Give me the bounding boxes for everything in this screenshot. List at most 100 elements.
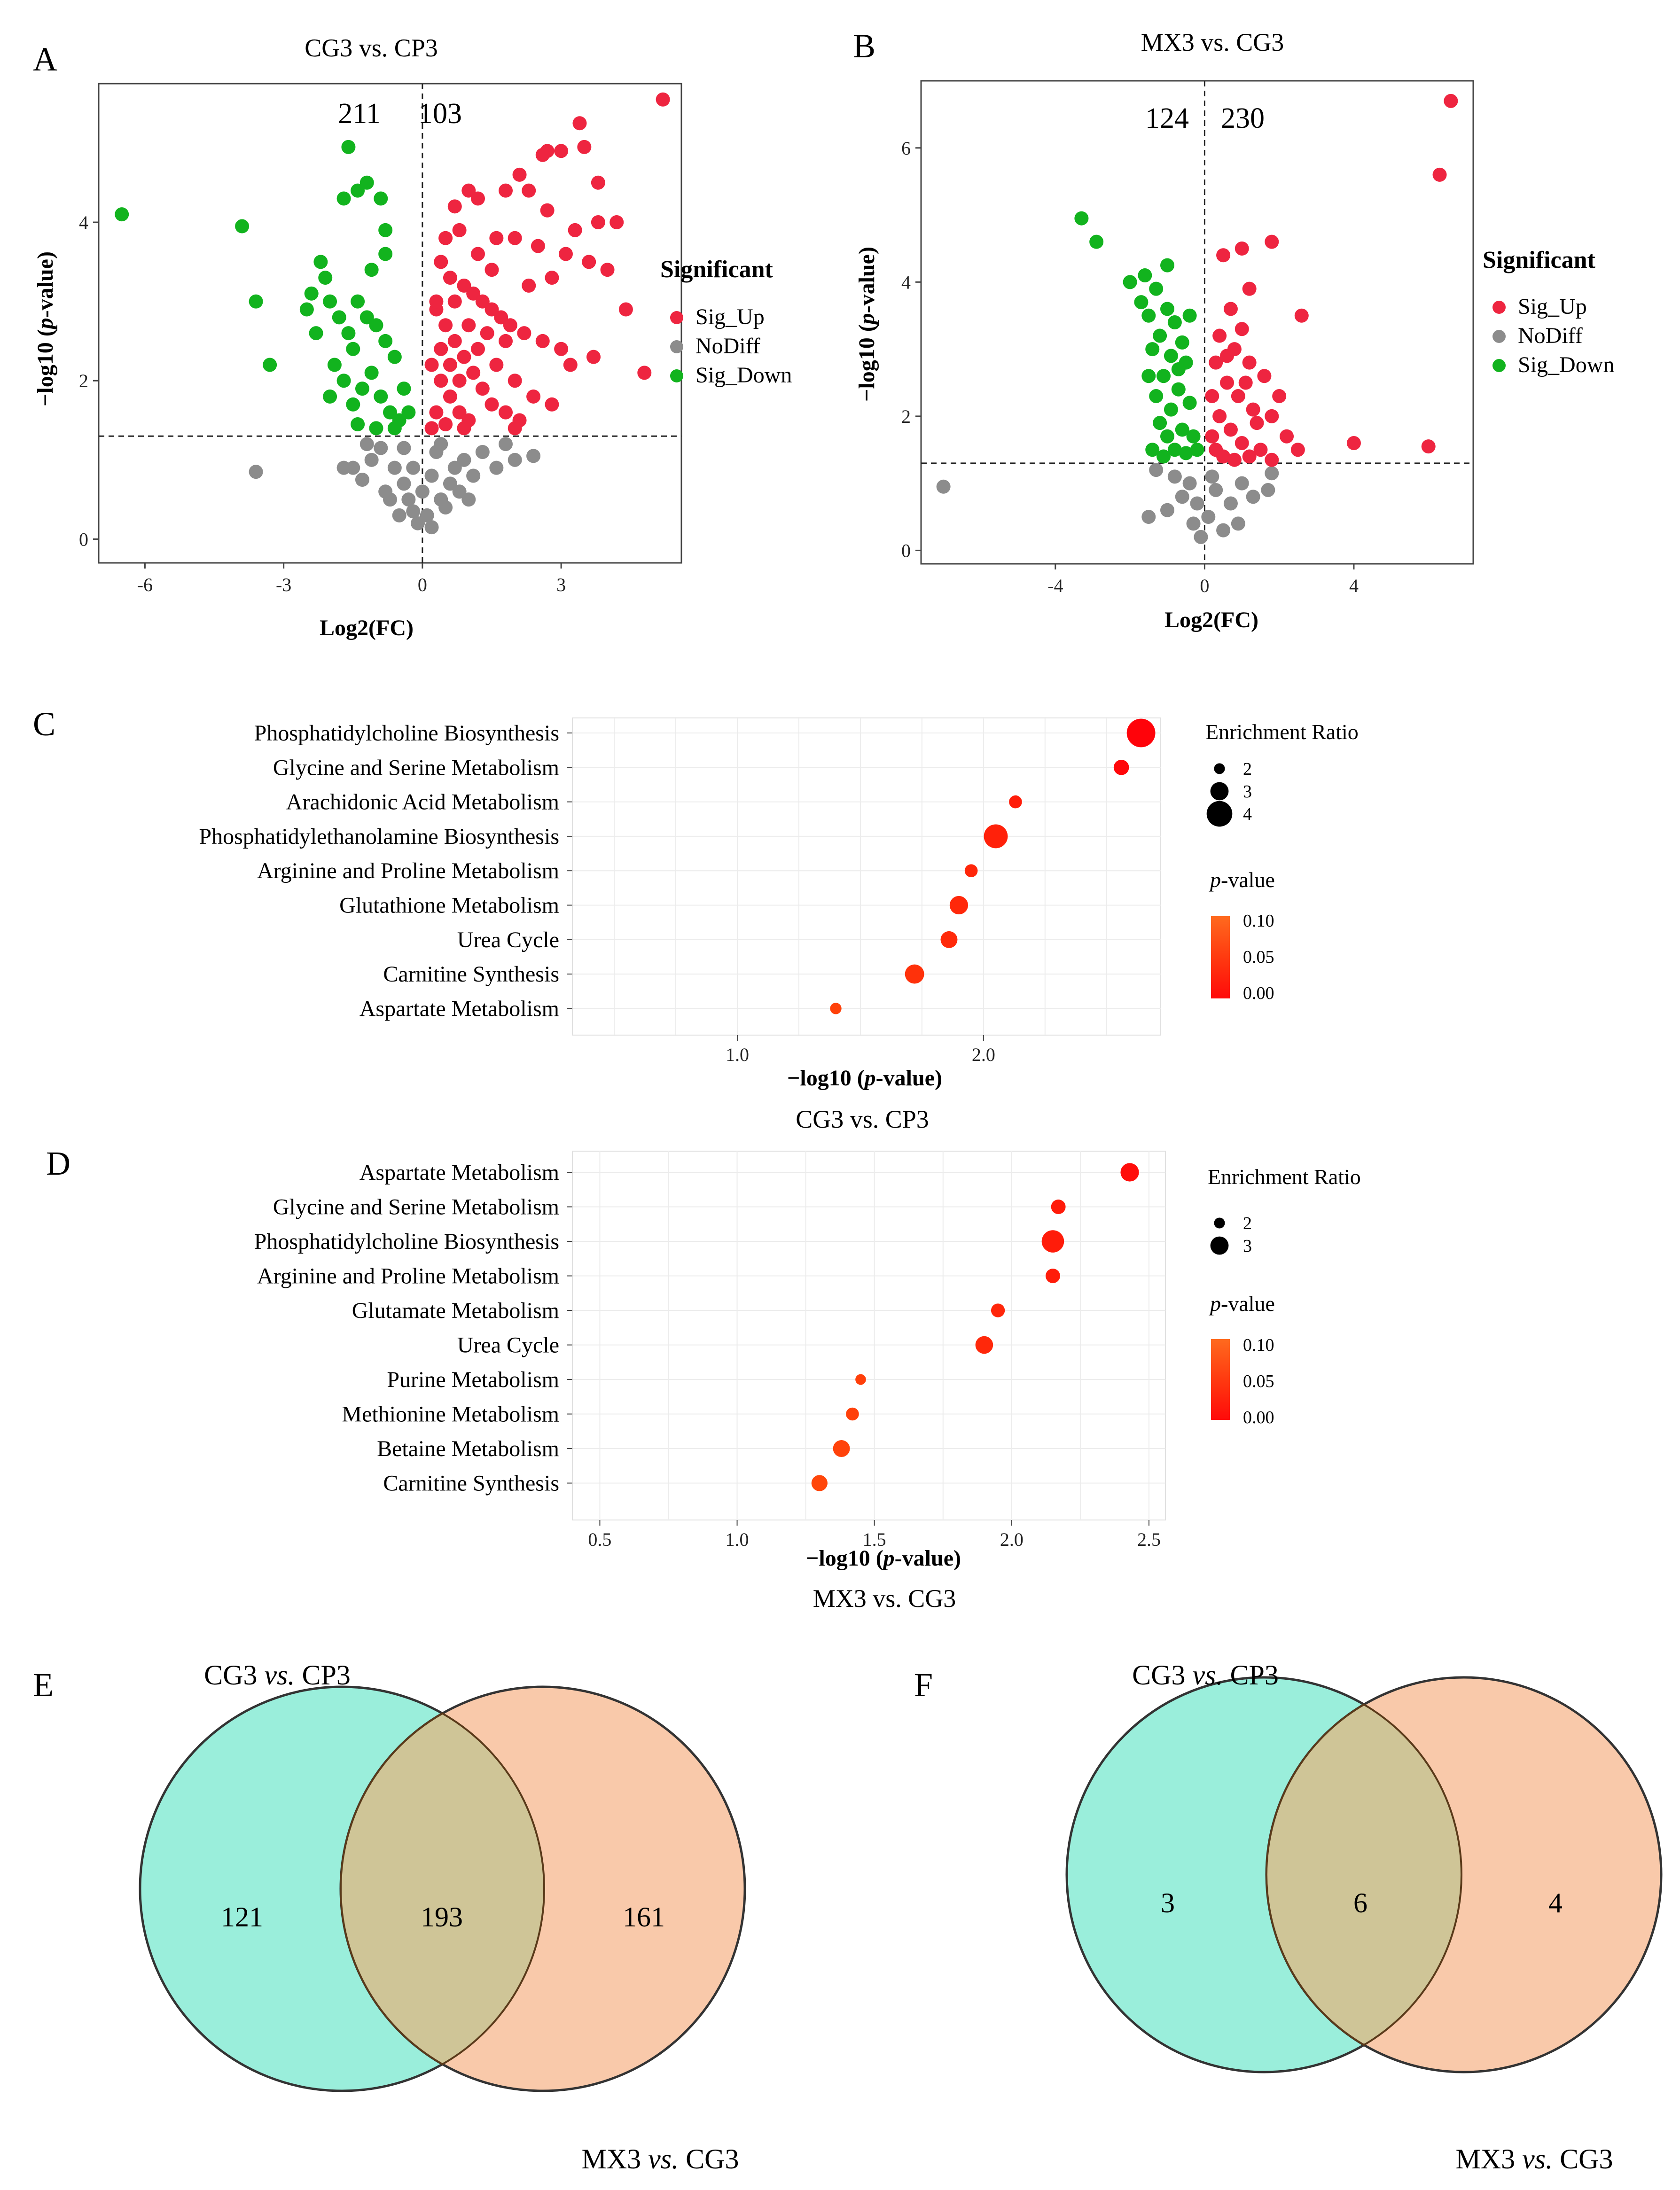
- panel-c-xlabel: −log10 (p-value): [787, 1066, 942, 1091]
- data-point-sig-down: [249, 294, 263, 309]
- x-tick-label: 1.0: [726, 1529, 749, 1550]
- data-point-sig-up: [484, 302, 499, 317]
- data-point-sig-down: [323, 389, 337, 404]
- data-point-sig-up: [466, 366, 481, 380]
- data-point-sig-down: [1175, 335, 1189, 350]
- data-point-sig-up: [484, 263, 499, 277]
- data-point-sig-down: [1149, 281, 1164, 296]
- data-point-sig-down: [374, 389, 388, 404]
- data-point-sig-down: [1134, 295, 1149, 310]
- panel-d-size-legend-title: Enrichment Ratio: [1208, 1165, 1361, 1189]
- panel-b-xlabel: Log2(FC): [1164, 608, 1258, 632]
- panel-c-caption: CG3 vs. CP3: [796, 1105, 929, 1133]
- panel-b-count-down: 124: [1145, 102, 1189, 134]
- data-point-nodiff: [461, 492, 476, 507]
- data-point-nodiff: [1186, 516, 1201, 531]
- p-italic: p: [882, 1546, 895, 1571]
- data-point-sig-up: [438, 417, 453, 431]
- color-legend-tick-label: 0.00: [1243, 983, 1274, 1003]
- panel-c-x-ticks: 1.0 2.0: [726, 1035, 995, 1065]
- data-point-sig-up: [434, 374, 448, 388]
- data-point-sig-down: [304, 286, 319, 301]
- data-point-nodiff: [1216, 523, 1231, 538]
- p-italic: p: [1209, 1292, 1221, 1316]
- enrichment-dot: [1009, 795, 1022, 809]
- label-part: vs.: [1192, 1660, 1223, 1691]
- panel-d-caption: MX3 vs. CG3: [813, 1584, 956, 1613]
- panel-c-grid: [572, 718, 1161, 1035]
- data-point-sig-up: [466, 286, 481, 301]
- enrichment-dot: [833, 1440, 850, 1457]
- venn-f-top-label: CG3 vs. CP3: [1132, 1660, 1279, 1691]
- data-point-nodiff: [406, 504, 421, 519]
- data-point-sig-up: [447, 294, 462, 309]
- p-value-suffix: -value: [1221, 868, 1275, 892]
- data-point-sig-up: [499, 183, 513, 198]
- panel-letter-b: B: [853, 27, 875, 65]
- data-point-nodiff: [1265, 466, 1279, 481]
- y-tick-label: 6: [901, 138, 911, 159]
- legend-label-sig-up: Sig_Up: [695, 304, 765, 329]
- data-point-sig-down: [383, 405, 397, 420]
- data-point-sig-down: [364, 263, 379, 277]
- data-point-sig-down: [387, 350, 402, 364]
- y-tick-label: 2: [901, 406, 911, 427]
- data-point-sig-down: [235, 219, 250, 234]
- data-point-nodiff: [1231, 516, 1245, 531]
- data-point-sig-up: [438, 231, 453, 245]
- data-point-sig-up: [443, 271, 457, 285]
- data-point-nodiff: [489, 460, 504, 475]
- panel-d-x-ticks: 0.5 1.0 1.5 2.0 2.5: [588, 1520, 1161, 1550]
- data-point-sig-up: [1238, 375, 1253, 390]
- category-label: Arachidonic Acid Metabolism: [286, 790, 559, 815]
- panel-b-title: MX3 vs. CG3: [1141, 28, 1284, 56]
- data-point-sig-up: [1231, 389, 1245, 404]
- data-point-sig-up: [1444, 94, 1458, 108]
- label-part: CP3: [295, 1660, 350, 1691]
- enrichment-dot: [1113, 760, 1129, 775]
- panel-b-count-up: 230: [1221, 102, 1265, 134]
- legend-label-sig-down: Sig_Down: [1518, 352, 1614, 377]
- data-point-sig-up: [461, 183, 476, 198]
- data-point-sig-up: [656, 92, 670, 107]
- data-point-sig-down: [378, 247, 393, 261]
- label-part: vs.: [264, 1660, 295, 1691]
- data-point-sig-up: [582, 255, 596, 269]
- data-point-sig-up: [1242, 449, 1257, 464]
- data-point-sig-down: [351, 183, 365, 198]
- data-point-sig-up: [429, 405, 444, 420]
- data-point-nodiff: [401, 492, 416, 507]
- data-point-sig-up: [535, 148, 550, 162]
- panel-a-xlabel: Log2(FC): [320, 616, 414, 640]
- color-legend-tick-label: 0.10: [1243, 1335, 1274, 1355]
- panel-b-ylabel: −log10 (p-value): [854, 247, 879, 402]
- data-point-sig-up: [1223, 422, 1238, 437]
- panel-c-plot-area: [572, 717, 1161, 1036]
- panel-c-size-legend: 2 34: [1206, 759, 1252, 827]
- data-point-sig-up: [512, 167, 527, 182]
- data-point-nodiff: [434, 437, 448, 452]
- data-point-nodiff: [1167, 469, 1182, 484]
- x-tick-label: 2.5: [1137, 1529, 1161, 1550]
- data-point-sig-down: [336, 374, 351, 388]
- size-legend-marker: [1210, 1236, 1229, 1255]
- data-point-sig-down: [1175, 422, 1189, 437]
- data-point-sig-up: [1246, 402, 1260, 417]
- data-point-sig-up: [1209, 355, 1223, 370]
- data-point-sig-up: [499, 334, 513, 348]
- x-tick-label: 3: [556, 574, 566, 595]
- x-tick-label: 1.0: [726, 1044, 749, 1065]
- label-part: vs.: [1522, 2143, 1553, 2174]
- data-point-nodiff: [392, 508, 406, 522]
- data-point-sig-down: [1141, 308, 1156, 323]
- data-point-nodiff: [424, 520, 439, 535]
- data-point-sig-up: [452, 374, 467, 388]
- data-point-nodiff: [1149, 463, 1164, 477]
- data-point-sig-up: [461, 318, 476, 333]
- data-point-nodiff: [447, 460, 462, 475]
- label-part: MX3: [1455, 2143, 1522, 2174]
- data-point-sig-up: [1250, 416, 1264, 430]
- y-tick-label: 0: [901, 540, 911, 561]
- panel-d-points: [811, 1163, 1139, 1491]
- size-legend-label: 2: [1243, 1214, 1252, 1233]
